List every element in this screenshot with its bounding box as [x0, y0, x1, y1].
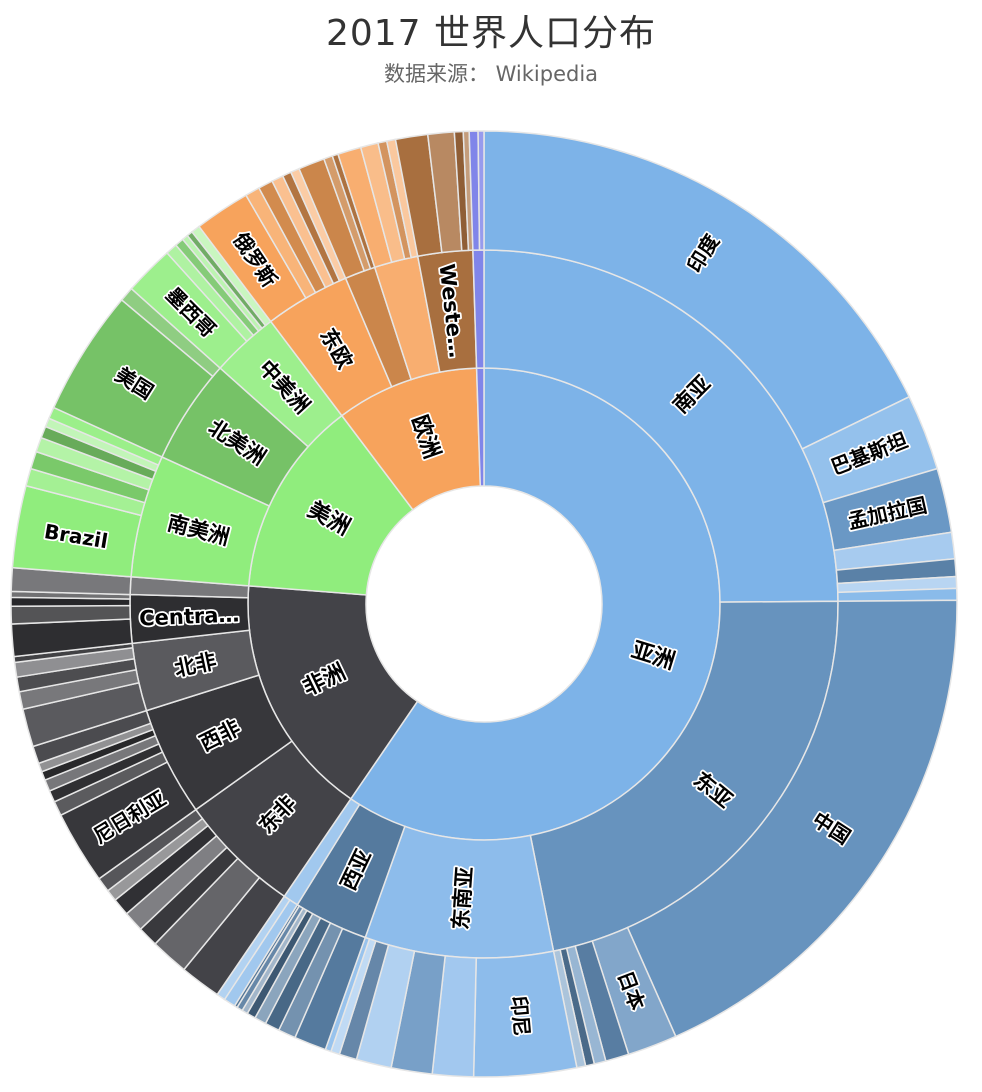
- sunburst-slices: [10, 130, 958, 1078]
- chart-subtitle: 数据来源： Wikipedia: [383, 62, 599, 86]
- country-label: 印尼: [507, 995, 534, 1037]
- region-label: Centra…: [139, 602, 240, 630]
- chart-title: 2017 世界人口分布: [325, 13, 657, 54]
- region-label: 东南亚: [448, 866, 476, 931]
- country-slice-110[interactable]: [477, 130, 485, 251]
